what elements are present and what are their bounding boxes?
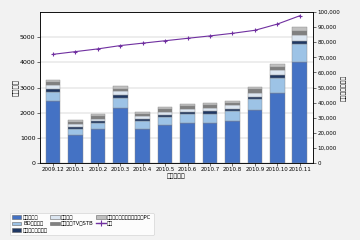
Bar	[270, 64, 285, 66]
X-axis label: （年・月）: （年・月）	[167, 174, 186, 179]
Bar	[270, 66, 285, 70]
Bar	[225, 121, 240, 163]
Bar	[180, 114, 195, 123]
Legend: 慎型テレビ, BDレコーダ, デジタルレコーダ, チューナ, ケーブルTV用STB, 地上デジタルチューナ内蔵PC, 累計: 慎型テレビ, BDレコーダ, デジタルレコーダ, チューナ, ケーブルTV用ST…	[10, 213, 153, 235]
Bar	[248, 92, 262, 97]
Y-axis label: （千台）: （千台）	[12, 79, 18, 96]
Bar	[46, 80, 60, 82]
Bar	[180, 123, 195, 163]
Bar	[203, 112, 217, 114]
Bar	[113, 91, 128, 95]
Bar	[113, 89, 128, 91]
Bar	[91, 116, 105, 119]
Bar	[292, 41, 307, 44]
Bar	[158, 109, 172, 112]
Bar	[203, 103, 217, 105]
Bar	[180, 106, 195, 109]
Bar	[158, 117, 172, 125]
Bar	[135, 116, 150, 120]
Bar	[68, 135, 83, 163]
Bar	[46, 92, 60, 102]
Bar	[46, 89, 60, 92]
Bar	[91, 119, 105, 121]
Bar	[292, 62, 307, 163]
Bar	[225, 103, 240, 106]
Bar	[248, 90, 262, 92]
Bar	[180, 112, 195, 114]
Bar	[68, 120, 83, 122]
Bar	[158, 125, 172, 163]
Bar	[248, 99, 262, 110]
Bar	[46, 102, 60, 163]
Bar	[158, 107, 172, 109]
Bar	[292, 27, 307, 31]
Bar	[113, 108, 128, 163]
Bar	[292, 31, 307, 35]
Bar	[135, 114, 150, 116]
Bar	[68, 127, 83, 129]
Bar	[113, 86, 128, 89]
Bar	[248, 97, 262, 99]
Bar	[91, 129, 105, 163]
Bar	[113, 95, 128, 98]
Bar	[248, 110, 262, 163]
Bar	[135, 120, 150, 121]
Bar	[135, 112, 150, 114]
Bar	[203, 123, 217, 163]
Bar	[270, 70, 285, 75]
Bar	[203, 114, 217, 123]
Bar	[68, 122, 83, 124]
Bar	[158, 112, 172, 115]
Bar	[292, 35, 307, 41]
Bar	[292, 44, 307, 62]
Bar	[225, 101, 240, 103]
Bar	[68, 129, 83, 135]
Bar	[203, 105, 217, 108]
Bar	[91, 121, 105, 123]
Bar	[113, 98, 128, 108]
Bar	[225, 106, 240, 109]
Bar	[91, 114, 105, 116]
Y-axis label: （累計・千台）: （累計・千台）	[342, 74, 347, 101]
Bar	[46, 85, 60, 89]
Bar	[225, 111, 240, 121]
Bar	[203, 108, 217, 112]
Bar	[135, 129, 150, 163]
Bar	[270, 75, 285, 78]
Bar	[158, 115, 172, 117]
Bar	[270, 93, 285, 163]
Bar	[46, 82, 60, 85]
Bar	[135, 121, 150, 129]
Bar	[91, 123, 105, 129]
Bar	[248, 87, 262, 90]
Bar	[270, 78, 285, 93]
Bar	[180, 104, 195, 106]
Bar	[68, 124, 83, 127]
Bar	[180, 109, 195, 112]
Bar	[225, 109, 240, 111]
